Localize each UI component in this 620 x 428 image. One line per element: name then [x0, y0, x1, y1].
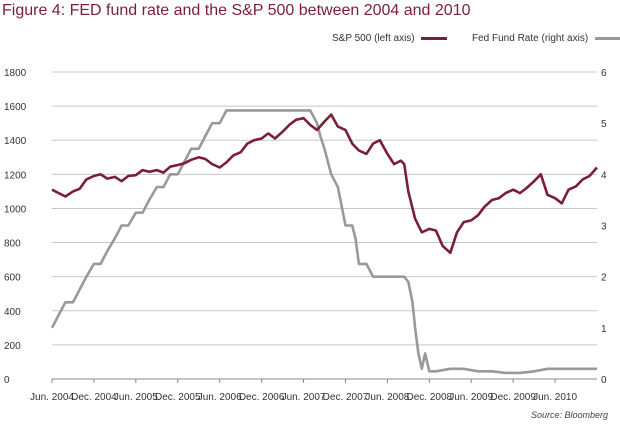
- x-tick-label: Dec. 2009: [490, 392, 536, 403]
- legend-swatch-sp500: [421, 36, 448, 40]
- x-tick-label: Jun. 2005: [114, 392, 158, 403]
- x-tick-label: Dec. 2008: [407, 392, 453, 403]
- x-tick-label: Dec. 2007: [323, 392, 369, 403]
- series-lines: [50, 109, 598, 375]
- x-tick-label: Jun. 2007: [282, 392, 326, 403]
- y-right-tick-label: 0: [601, 375, 607, 386]
- y-right-tick-label: 5: [601, 119, 607, 130]
- chart-title: Figure 4: FED fund rate and the S&P 500 …: [2, 2, 471, 19]
- y-right-tick-label: 3: [601, 222, 607, 233]
- x-tick-label: Jun. 2009: [449, 392, 493, 403]
- legend-label-sp500: S&P 500 (left axis): [332, 33, 415, 44]
- y-left-tick-label: 1200: [4, 170, 27, 181]
- y-left-tick-label: 1400: [4, 136, 27, 147]
- x-tick-label: Jun. 2010: [533, 392, 577, 403]
- x-tick-label: Jun. 2006: [198, 392, 242, 403]
- legend-label-fed: Fed Fund Rate (right axis): [472, 33, 589, 44]
- y-left-tick-label: 1600: [4, 102, 27, 113]
- legend-swatch-fed: [594, 36, 620, 40]
- y-axis-right: 0 1 2 3 4 5 6: [601, 68, 607, 386]
- y-left-tick-label: 600: [4, 273, 21, 284]
- source-note: Source: Bloomberg: [530, 410, 608, 420]
- x-tick-label: Dec. 2004: [71, 392, 117, 403]
- legend-item-sp500: S&P 500 (left axis): [332, 33, 448, 44]
- x-tick-label: Dec. 2005: [155, 392, 201, 403]
- y-right-tick-label: 4: [601, 170, 607, 181]
- y-left-tick-label: 200: [4, 341, 21, 352]
- y-right-tick-label: 2: [601, 273, 607, 284]
- grid-lines: [52, 71, 597, 346]
- sp500-line: [51, 113, 598, 255]
- fed-fund-rate-line: [50, 109, 597, 375]
- x-tick-label: Dec. 2006: [239, 392, 285, 403]
- y-left-tick-label: 1800: [4, 68, 27, 79]
- y-left-tick-label: 0: [4, 375, 10, 386]
- y-axis-left: 0 200 400 600 800 1000 1200 1400 1600 1800: [4, 68, 27, 386]
- x-tick-label: Jun. 2004: [30, 392, 74, 403]
- y-left-tick-label: 400: [4, 307, 21, 318]
- y-left-tick-label: 800: [4, 239, 21, 250]
- y-left-tick-label: 1000: [4, 204, 27, 215]
- x-tick-label: Jun. 2008: [365, 392, 409, 403]
- y-right-tick-label: 6: [601, 68, 607, 79]
- y-right-tick-label: 1: [601, 324, 607, 335]
- legend-item-fed: Fed Fund Rate (right axis): [472, 33, 620, 44]
